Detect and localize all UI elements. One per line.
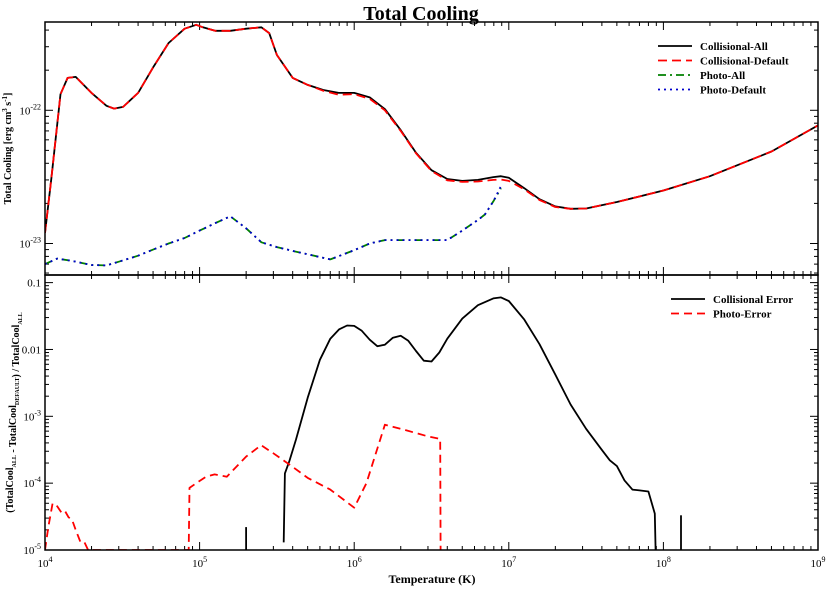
y-tick-label: 10-5 [23, 542, 41, 557]
y-axis-label: Total Cooling [erg cm3 s-1] [1, 93, 14, 205]
y-tick-label: 10-3 [23, 408, 41, 423]
y-axis-label: (TotalCoolALL - TotalCoolDEFAULT) / Tota… [5, 312, 24, 512]
series-group [45, 296, 682, 550]
x-tick-label: 108 [656, 555, 671, 570]
plot-frame [44, 274, 819, 551]
x-axis-label: Temperature (K) [389, 572, 476, 586]
y-tick-label: 10-4 [23, 475, 41, 490]
legend-label: Collisional-All [700, 41, 768, 53]
legend-label: Photo-Error [713, 309, 772, 321]
y-tick-label: 0.1 [27, 278, 41, 290]
y-tick-label: 10-23 [19, 235, 41, 250]
legend: Collisional-All Collisional-Default Photo-… [658, 41, 789, 97]
legend: Collisional Error Photo-Error [671, 294, 793, 321]
series-photo-all [45, 187, 502, 267]
legend-label: Photo-All [700, 70, 745, 82]
x-tick-label: 109 [811, 555, 826, 570]
y-tick-label: 10-22 [19, 102, 41, 117]
legend-label: Photo-Default [700, 85, 766, 97]
series-group [45, 23, 818, 267]
tick-marks [44, 275, 818, 551]
x-tick-label: 107 [501, 555, 516, 570]
error-panel: 10-5 10-4 10-3 0.01 0.1 104 105 106 107 108 109 Col… [5, 274, 826, 570]
series-collisional-error [282, 296, 657, 550]
legend-label: Collisional Error [713, 294, 793, 306]
legend-label: Collisional-Default [700, 56, 789, 68]
x-tick-label: 106 [347, 555, 362, 570]
cooling-panel: 10-23 10-22 Collisional-All Collisional-Def… [1, 21, 819, 276]
y-tick-label: 0.01 [22, 344, 41, 356]
series-photo-error [45, 423, 442, 550]
chart-title: Total Cooling [363, 3, 478, 25]
series-collisional-default [45, 23, 818, 234]
x-tick-label: 104 [38, 555, 53, 570]
x-tick-label: 105 [192, 555, 207, 570]
series-photo-default [45, 185, 502, 267]
